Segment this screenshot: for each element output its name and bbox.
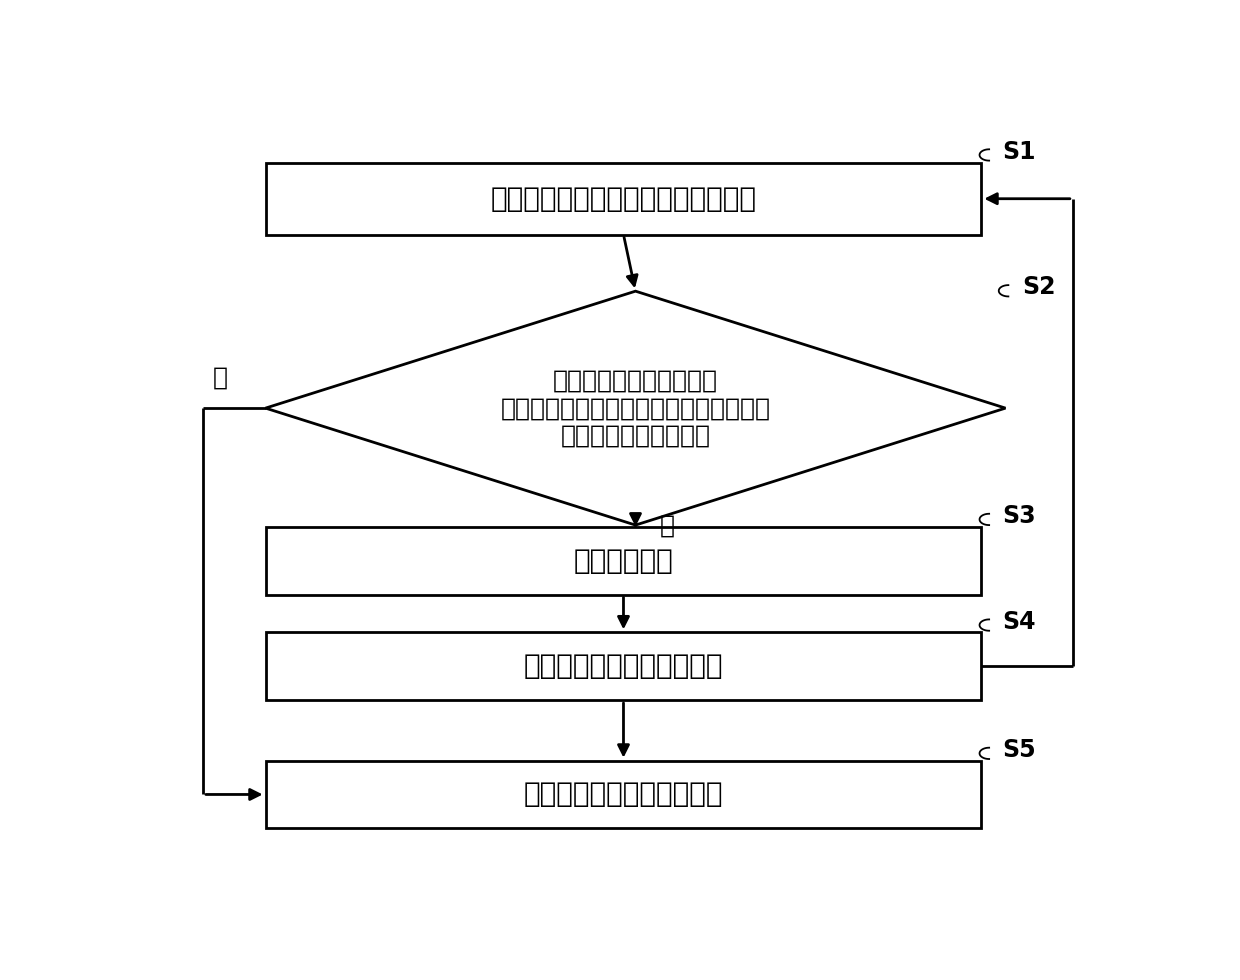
Polygon shape: [265, 291, 1006, 525]
Bar: [265, 163, 982, 234]
Text: S4: S4: [1003, 610, 1037, 634]
Text: 控制机器人向目标位置移动: 控制机器人向目标位置移动: [523, 780, 723, 808]
Text: 确定机器人的当前位置与
目标位置的第一连线两侧的预设水平宽度
范围内是否存在障碍物: 确定机器人的当前位置与 目标位置的第一连线两侧的预设水平宽度 范围内是否存在障碍…: [501, 368, 770, 448]
Text: 确定中转位置: 确定中转位置: [574, 547, 673, 574]
Bar: [265, 526, 982, 595]
Text: S5: S5: [1003, 738, 1037, 762]
Text: S3: S3: [1003, 504, 1037, 528]
Text: S1: S1: [1003, 139, 1037, 164]
Text: 是: 是: [660, 514, 675, 538]
Text: 控制机器人向中转位置移动: 控制机器人向中转位置移动: [523, 653, 723, 680]
Text: 否: 否: [213, 366, 228, 389]
Text: 控制机器人获取跟随目标的目标位置: 控制机器人获取跟随目标的目标位置: [491, 184, 756, 213]
Bar: [265, 632, 982, 700]
Bar: [265, 760, 982, 828]
Text: S2: S2: [1022, 275, 1055, 299]
